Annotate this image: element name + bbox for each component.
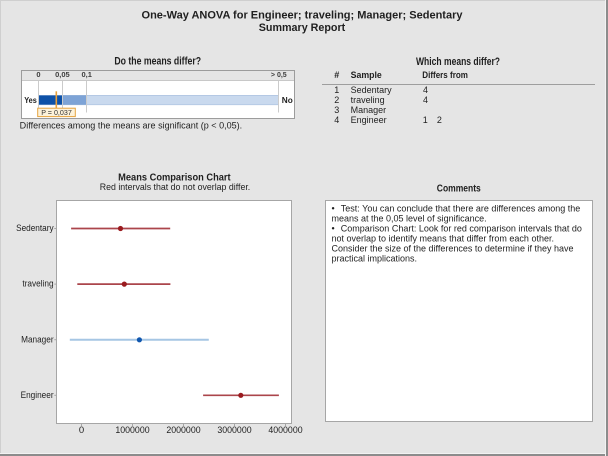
svg-text:Summary Report: Summary Report bbox=[259, 22, 346, 34]
svg-text:traveling: traveling bbox=[351, 95, 385, 105]
svg-text:Differs from: Differs from bbox=[422, 70, 468, 80]
svg-text:1: 1 bbox=[423, 115, 428, 125]
svg-text:Manager: Manager bbox=[351, 105, 387, 115]
svg-text:Which means differ?: Which means differ? bbox=[416, 56, 500, 68]
svg-text:Differences among the means ar: Differences among the means are signific… bbox=[20, 121, 243, 131]
svg-text:2: 2 bbox=[437, 115, 442, 125]
svg-text:0,1: 0,1 bbox=[81, 70, 91, 79]
svg-text:3000000: 3000000 bbox=[217, 425, 251, 436]
svg-text:2000000: 2000000 bbox=[166, 425, 200, 436]
svg-text:Red intervals that do not over: Red intervals that do not overlap differ… bbox=[100, 182, 251, 193]
svg-text:0: 0 bbox=[36, 70, 40, 79]
svg-text:•: • bbox=[332, 224, 335, 234]
svg-text:not overlap to identify means: not overlap to identify means that diffe… bbox=[332, 234, 554, 244]
svg-text:Yes: Yes bbox=[24, 96, 37, 105]
svg-text:P = 0,037: P = 0,037 bbox=[41, 108, 72, 117]
svg-text:4: 4 bbox=[423, 85, 428, 95]
svg-text:Means Comparison Chart: Means Comparison Chart bbox=[118, 171, 231, 183]
svg-text:#: # bbox=[334, 70, 339, 80]
svg-text:Manager: Manager bbox=[21, 334, 54, 344]
svg-text:No: No bbox=[282, 96, 293, 105]
svg-text:Engineer: Engineer bbox=[351, 115, 387, 125]
svg-text:1: 1 bbox=[334, 85, 339, 95]
svg-text:Sample: Sample bbox=[351, 70, 382, 80]
svg-text:> 0,5: > 0,5 bbox=[271, 70, 287, 79]
svg-text:Test: You can conclude that th: Test: You can conclude that there are di… bbox=[341, 204, 581, 214]
svg-text:4: 4 bbox=[334, 115, 339, 125]
svg-text:Engineer: Engineer bbox=[21, 390, 54, 400]
svg-text:3: 3 bbox=[334, 105, 339, 115]
svg-text:2: 2 bbox=[334, 95, 339, 105]
svg-text:Consider the size of the diffe: Consider the size of the differences to … bbox=[332, 244, 574, 254]
svg-text:traveling: traveling bbox=[22, 279, 53, 289]
svg-text:4000000: 4000000 bbox=[268, 425, 302, 436]
svg-text:4: 4 bbox=[423, 95, 428, 105]
svg-text:One-Way ANOVA for Engineer; tr: One-Way ANOVA for Engineer; traveling; M… bbox=[142, 10, 464, 22]
svg-text:practical implications.: practical implications. bbox=[332, 254, 418, 264]
svg-text:Sedentary: Sedentary bbox=[16, 223, 54, 233]
svg-text:•: • bbox=[332, 204, 335, 214]
svg-text:Sedentary: Sedentary bbox=[351, 85, 393, 95]
svg-text:1000000: 1000000 bbox=[115, 425, 149, 436]
svg-text:0,05: 0,05 bbox=[55, 70, 70, 79]
svg-text:Comparison Chart: Look for red: Comparison Chart: Look for red compariso… bbox=[341, 224, 582, 234]
svg-text:0: 0 bbox=[79, 425, 84, 436]
svg-text:means at the 0,05 level of sig: means at the 0,05 level of significance. bbox=[332, 214, 487, 224]
svg-text:Comments: Comments bbox=[437, 183, 481, 195]
svg-text:Do the means differ?: Do the means differ? bbox=[114, 56, 201, 68]
